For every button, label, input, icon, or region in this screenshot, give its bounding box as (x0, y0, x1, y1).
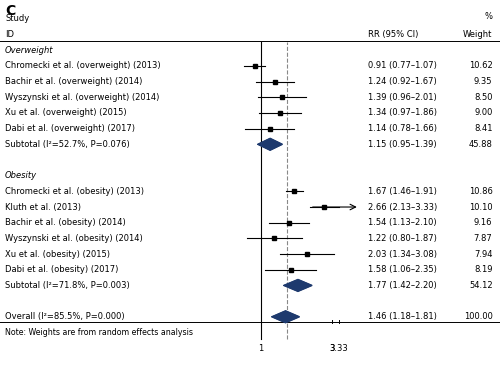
Text: 45.88: 45.88 (468, 140, 492, 149)
Text: 9.16: 9.16 (474, 218, 492, 227)
Text: Kluth et al. (2013): Kluth et al. (2013) (5, 203, 81, 211)
Text: 8.41: 8.41 (474, 124, 492, 133)
Text: 1.14 (0.78–1.66): 1.14 (0.78–1.66) (368, 124, 436, 133)
Text: Dabi et al. (obesity) (2017): Dabi et al. (obesity) (2017) (5, 265, 118, 274)
Text: Wyszynski et al. (overweight) (2014): Wyszynski et al. (overweight) (2014) (5, 93, 160, 102)
Text: 100.00: 100.00 (464, 312, 492, 321)
Text: .: . (5, 297, 8, 306)
Text: 7.94: 7.94 (474, 250, 492, 259)
Text: 10.10: 10.10 (469, 203, 492, 211)
Text: Bachir et al. (obesity) (2014): Bachir et al. (obesity) (2014) (5, 218, 126, 227)
Text: 10.62: 10.62 (469, 61, 492, 70)
Text: Weight: Weight (463, 30, 492, 39)
Text: 1.22 (0.80–1.87): 1.22 (0.80–1.87) (368, 234, 436, 243)
Text: 1.58 (1.06–2.35): 1.58 (1.06–2.35) (368, 265, 436, 274)
Text: .: . (5, 156, 8, 164)
Text: Chromecki et al. (obesity) (2013): Chromecki et al. (obesity) (2013) (5, 187, 144, 196)
Text: 1: 1 (258, 344, 264, 353)
Text: Overall (I²=85.5%, P=0.000): Overall (I²=85.5%, P=0.000) (5, 312, 124, 321)
Text: 1.39 (0.96–2.01): 1.39 (0.96–2.01) (368, 93, 436, 102)
Text: Bachir et al. (overweight) (2014): Bachir et al. (overweight) (2014) (5, 77, 142, 86)
Text: 10.86: 10.86 (468, 187, 492, 196)
Polygon shape (284, 279, 312, 291)
Text: 2.03 (1.34–3.08): 2.03 (1.34–3.08) (368, 250, 436, 259)
Text: Overweight: Overweight (5, 46, 54, 55)
Text: 1.77 (1.42–2.20): 1.77 (1.42–2.20) (368, 281, 436, 290)
Text: 8.19: 8.19 (474, 265, 492, 274)
Text: Xu et al. (overweight) (2015): Xu et al. (overweight) (2015) (5, 108, 126, 117)
Text: 1.46 (1.18–1.81): 1.46 (1.18–1.81) (368, 312, 436, 321)
Text: 9.00: 9.00 (474, 108, 492, 117)
Text: 9.35: 9.35 (474, 77, 492, 86)
Text: Wyszynski et al. (obesity) (2014): Wyszynski et al. (obesity) (2014) (5, 234, 143, 243)
Text: Xu et al. (obesity) (2015): Xu et al. (obesity) (2015) (5, 250, 110, 259)
Text: RR (95% CI): RR (95% CI) (368, 30, 418, 39)
Text: C: C (5, 4, 15, 18)
Text: 8.50: 8.50 (474, 93, 492, 102)
Text: ID: ID (5, 30, 14, 39)
Text: Note: Weights are from random effects analysis: Note: Weights are from random effects an… (5, 328, 193, 337)
Text: Subtotal (I²=71.8%, P=0.003): Subtotal (I²=71.8%, P=0.003) (5, 281, 130, 290)
Text: 1.15 (0.95–1.39): 1.15 (0.95–1.39) (368, 140, 436, 149)
Text: 1.54 (1.13–2.10): 1.54 (1.13–2.10) (368, 218, 436, 227)
Text: 54.12: 54.12 (469, 281, 492, 290)
Text: 1.34 (0.97–1.86): 1.34 (0.97–1.86) (368, 108, 436, 117)
Text: 7.87: 7.87 (474, 234, 492, 243)
Text: 2.66 (2.13–3.33): 2.66 (2.13–3.33) (368, 203, 437, 211)
Text: Obesity: Obesity (5, 171, 37, 180)
Text: Chromecki et al. (overweight) (2013): Chromecki et al. (overweight) (2013) (5, 61, 160, 70)
Text: Subtotal (I²=52.7%, P=0.076): Subtotal (I²=52.7%, P=0.076) (5, 140, 130, 149)
Text: 3.33: 3.33 (330, 344, 348, 353)
Text: %: % (484, 12, 492, 21)
Text: 1.24 (0.92–1.67): 1.24 (0.92–1.67) (368, 77, 436, 86)
Polygon shape (258, 138, 282, 150)
Text: Study: Study (5, 14, 29, 23)
Text: 3: 3 (330, 344, 334, 353)
Text: 1.67 (1.46–1.91): 1.67 (1.46–1.91) (368, 187, 436, 196)
Polygon shape (272, 311, 299, 323)
Text: 0.91 (0.77–1.07): 0.91 (0.77–1.07) (368, 61, 436, 70)
Text: Dabi et al. (overweight) (2017): Dabi et al. (overweight) (2017) (5, 124, 135, 133)
